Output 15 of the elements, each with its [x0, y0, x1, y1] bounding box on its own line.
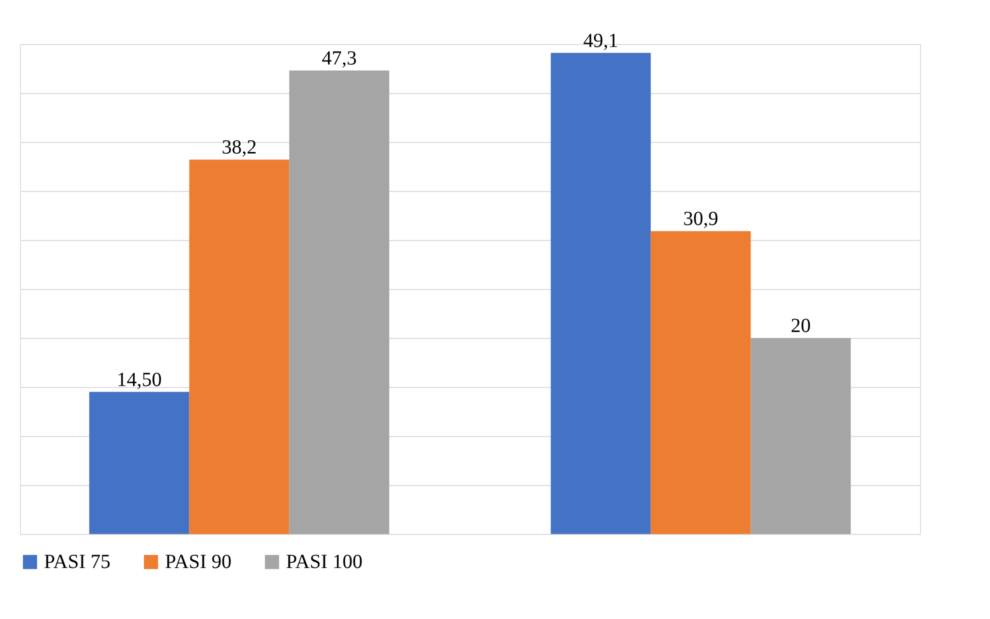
legend-label: PASI 75: [44, 551, 111, 573]
bar: [650, 231, 751, 534]
data-label: 20: [790, 315, 811, 337]
data-label: 30,9: [683, 208, 718, 230]
bar: [289, 70, 390, 534]
bar: [550, 52, 651, 534]
data-label: 47,3: [322, 47, 357, 70]
data-label: 14,50: [116, 368, 162, 391]
bar: [750, 338, 851, 534]
data-label: 38,2: [222, 136, 257, 159]
legend-label: PASI 90: [165, 551, 232, 573]
bar: [189, 160, 290, 534]
data-label: 49,1: [583, 30, 618, 52]
bar: [89, 392, 190, 534]
legend-label: PASI 100: [286, 551, 363, 573]
